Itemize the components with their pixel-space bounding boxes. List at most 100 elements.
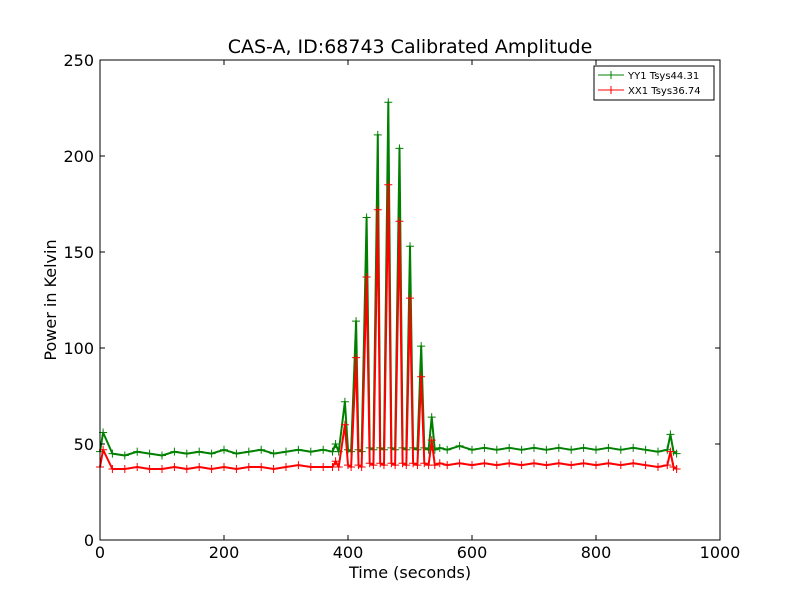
plot-frame: [99, 59, 721, 541]
data-point: [592, 445, 600, 454]
x-tick-label: 1000: [700, 543, 741, 562]
chart-title: CAS-A, ID:68743 Calibrated Amplitude: [228, 36, 593, 58]
data-point: [334, 463, 343, 472]
data-point: [195, 447, 204, 456]
data-point: [269, 449, 278, 458]
data-point: [641, 461, 650, 470]
data-point: [220, 463, 228, 472]
data-point: [654, 463, 662, 472]
legend-label: XX1 Tsys36.74: [628, 86, 701, 97]
data-point: [340, 397, 349, 406]
data-point: [182, 464, 191, 473]
x-tick-label: 400: [333, 543, 364, 562]
data-point: [282, 463, 290, 472]
data-point: [145, 449, 154, 458]
series-line-2: [99, 183, 678, 470]
data-point: [468, 461, 476, 470]
data-point: [120, 451, 129, 460]
data-point: [182, 449, 191, 458]
data-point: [468, 445, 476, 454]
data-point: [579, 459, 588, 468]
data-point: [244, 463, 253, 472]
data-point: [384, 98, 393, 107]
data-point: [158, 464, 166, 473]
data-point: [592, 461, 600, 470]
data-point: [663, 461, 672, 470]
series-2: [96, 180, 681, 473]
y-axis-label: Power in Kelvin: [41, 239, 60, 360]
data-point: [319, 463, 328, 472]
data-point: [567, 445, 576, 454]
data-point: [395, 217, 404, 226]
data-point: [420, 459, 429, 468]
data-point: [379, 461, 388, 470]
data-point: [347, 463, 356, 472]
ticks-layer: 0 200 400 600 800 1000 0 50 100 150 200 250: [63, 51, 740, 562]
y-tick-label: 250: [63, 51, 94, 70]
data-point: [480, 443, 489, 452]
legend-marker: [607, 86, 615, 94]
data-point: [294, 461, 303, 470]
data-point: [554, 459, 563, 468]
legend-marker: [607, 71, 615, 79]
data-point: [629, 443, 638, 452]
data-point: [567, 461, 576, 470]
data-point: [455, 459, 464, 468]
data-point: [402, 461, 411, 470]
y-tick-label: 0: [84, 531, 94, 550]
data-point: [120, 464, 129, 473]
data-point: [435, 443, 444, 452]
data-point: [604, 443, 613, 452]
data-point: [384, 180, 393, 189]
x-tick-label: 800: [581, 543, 612, 562]
data-point: [672, 449, 681, 458]
data-point: [530, 443, 538, 452]
legend-box: [593, 65, 715, 101]
legend-label: YY1 Tsys44.31: [627, 71, 699, 82]
data-point: [133, 463, 142, 472]
data-point: [373, 130, 382, 139]
data-point: [427, 436, 436, 445]
data-point: [492, 445, 501, 454]
data-point: [409, 459, 418, 468]
legend-entries: YY1 Tsys44.31 XX1 Tsys36.74: [598, 71, 701, 97]
data-point: [331, 457, 340, 466]
data-point: [666, 447, 675, 456]
data-point: [145, 464, 154, 473]
data-point: [505, 443, 514, 452]
data-point: [542, 445, 551, 454]
data-point: [629, 459, 638, 468]
data-point: [362, 272, 371, 281]
data-point: [108, 464, 117, 473]
data-point: [517, 461, 526, 470]
data-point: [232, 449, 241, 458]
data-point: [373, 205, 382, 214]
data-point: [443, 445, 452, 454]
series-1: [96, 98, 681, 460]
y-tick-label: 200: [63, 147, 94, 166]
y-tick-label: 50: [74, 435, 94, 454]
data-point: [530, 459, 538, 468]
data-point: [654, 447, 662, 456]
y-tick-label: 100: [63, 339, 94, 358]
data-point: [244, 447, 253, 456]
data-point: [108, 449, 117, 458]
series-layer: [96, 98, 681, 473]
data-point: [666, 430, 675, 439]
data-point: [306, 447, 315, 456]
x-tick-label: 600: [457, 543, 488, 562]
data-point: [517, 445, 526, 454]
data-point: [387, 459, 396, 468]
data-point: [492, 461, 501, 470]
data-point: [369, 461, 378, 470]
data-point: [480, 459, 489, 468]
data-point: [340, 420, 349, 429]
data-point: [376, 459, 385, 468]
data-point: [455, 441, 464, 450]
data-point: [282, 447, 290, 456]
data-point: [406, 242, 414, 251]
x-tick-label: 200: [209, 543, 240, 562]
data-point: [257, 445, 266, 454]
data-point: [357, 463, 366, 472]
